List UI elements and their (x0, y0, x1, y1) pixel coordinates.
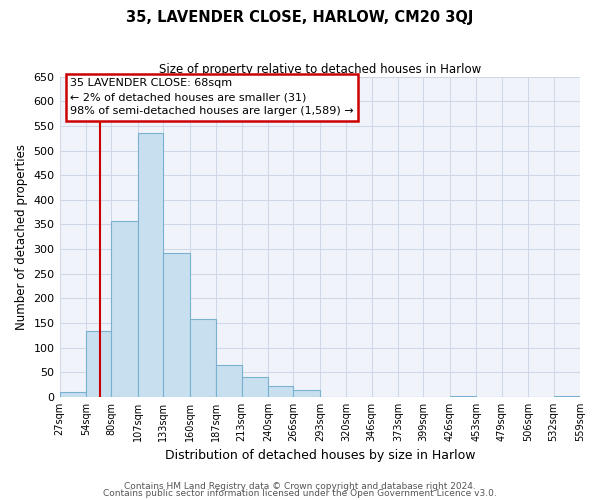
Bar (293, 390, 320, 397)
Bar (268, 386, 293, 397)
Text: Contains HM Land Registry data © Crown copyright and database right 2024.: Contains HM Land Registry data © Crown c… (124, 482, 476, 491)
Bar (190, 319, 216, 397)
Bar (163, 253, 190, 397)
Text: 35, LAVENDER CLOSE, HARLOW, CM20 3QJ: 35, LAVENDER CLOSE, HARLOW, CM20 3QJ (127, 10, 473, 25)
Title: Size of property relative to detached houses in Harlow: Size of property relative to detached ho… (158, 62, 481, 76)
Bar (112, 220, 138, 397)
Y-axis label: Number of detached properties: Number of detached properties (15, 144, 28, 330)
Bar (242, 377, 268, 397)
Bar (59, 392, 86, 397)
Bar (86, 332, 112, 397)
Text: Contains public sector information licensed under the Open Government Licence v3: Contains public sector information licen… (103, 490, 497, 498)
Bar (216, 365, 242, 397)
Bar (138, 134, 163, 397)
X-axis label: Distribution of detached houses by size in Harlow: Distribution of detached houses by size … (164, 450, 475, 462)
Text: 35 LAVENDER CLOSE: 68sqm
← 2% of detached houses are smaller (31)
98% of semi-de: 35 LAVENDER CLOSE: 68sqm ← 2% of detache… (70, 78, 353, 116)
